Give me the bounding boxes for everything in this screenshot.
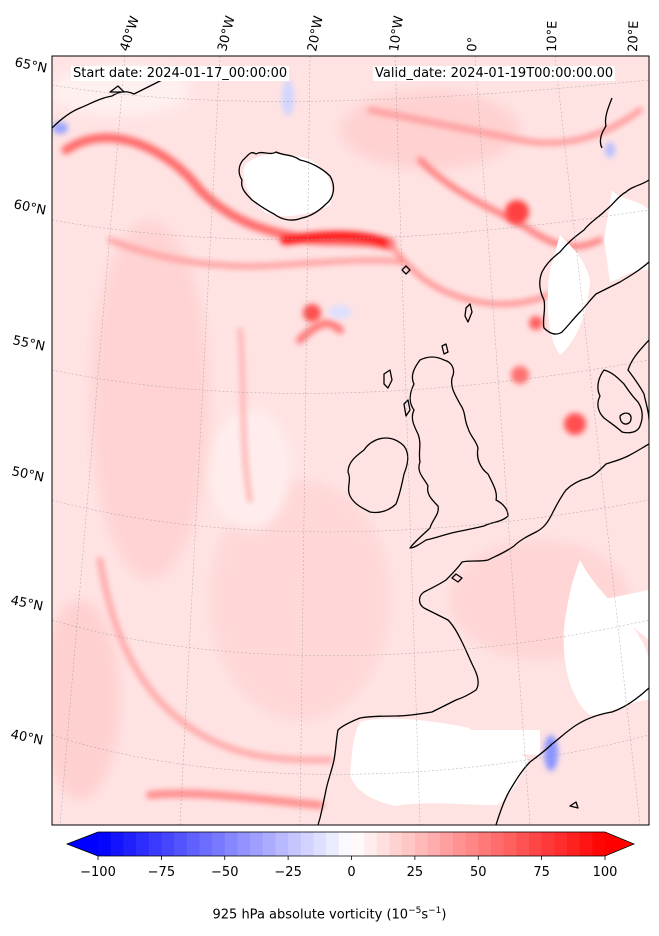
- lon-label: 0°: [465, 36, 481, 52]
- colorbar-cell: [427, 832, 441, 856]
- colorbar-ticks: −100 −75 −50 −25 0 25 50 75 100: [80, 856, 617, 880]
- colorbar-cell: [351, 832, 365, 856]
- colorbar-cell: [237, 832, 251, 856]
- map-frame: [51, 55, 650, 826]
- colorbar-cell: [326, 832, 340, 856]
- longitude-labels: 40°W 30°W 20°W 10°W 0° 10°E 20°E: [118, 14, 643, 53]
- colorbar-cell: [541, 832, 555, 856]
- colorbar-cell: [98, 832, 112, 856]
- colorbar-cell: [300, 832, 315, 856]
- colorbar-cell: [452, 832, 467, 856]
- lat-label: 50°N: [10, 464, 45, 485]
- lon-label: 10°E: [545, 21, 561, 53]
- colorbar-cell: [250, 832, 264, 856]
- colorbar-cell: [186, 832, 200, 856]
- lat-label: 60°N: [12, 197, 47, 218]
- colorbar-cell: [212, 832, 226, 856]
- colorbar-cell: [364, 832, 378, 856]
- colorbar-label: 925 hPa absolute vorticity (10−5s−1): [212, 906, 447, 923]
- graticule: [52, 56, 649, 825]
- colorbar-cell: [338, 832, 353, 856]
- colorbar-cell: [376, 832, 391, 856]
- colorbar-cell: [161, 832, 175, 856]
- colorbar-cell: [224, 832, 239, 856]
- lon-label: 20°W: [305, 15, 327, 53]
- lat-label: 65°N: [13, 55, 48, 76]
- colorbar-tick-label: −75: [148, 865, 175, 880]
- start-date-label: Start date: 2024-01-17_00:00:00: [71, 66, 290, 81]
- colorbar-cell: [566, 832, 581, 856]
- lat-label: 55°N: [11, 333, 46, 354]
- lon-label: 20°E: [626, 20, 642, 52]
- colorbar-cell: [389, 832, 403, 856]
- colorbar-cell: [554, 832, 568, 856]
- colorbar-arrow-min: [67, 832, 98, 856]
- colorbar-cell: [275, 832, 289, 856]
- colorbar-tick-label: −25: [274, 865, 301, 880]
- colorbar-tick-label: −100: [80, 865, 116, 880]
- colorbar-cell: [579, 832, 593, 856]
- colorbar-cell: [148, 832, 162, 856]
- colorbar-cell: [490, 832, 505, 856]
- colorbar-cell: [592, 832, 606, 856]
- colorbar-tick-label: 75: [533, 865, 550, 880]
- colorbar-tick-label: 25: [407, 865, 424, 880]
- colorbar-cell: [528, 832, 543, 856]
- colorbar-cell: [123, 832, 137, 856]
- colorbar: −100 −75 −50 −25 0 25 50 75 100: [65, 831, 636, 880]
- colorbar-cell: [440, 832, 454, 856]
- colorbar-cell: [199, 832, 213, 856]
- colorbar-cell: [136, 832, 150, 856]
- colorbar-cell: [110, 832, 124, 856]
- vorticity-field: [52, 56, 649, 825]
- colorbar-tick-label: 0: [347, 865, 355, 880]
- colorbar-tick-label: 100: [593, 865, 618, 880]
- colorbar-cell: [516, 832, 530, 856]
- valid-date-label: Valid_date: 2024-01-19T00:00:00.00: [373, 66, 616, 81]
- colorbar-tick-label: −50: [211, 865, 238, 880]
- lon-label: 30°W: [215, 14, 238, 53]
- coastlines: [52, 79, 649, 825]
- colorbar-cell: [174, 832, 188, 856]
- lon-label: 40°W: [118, 14, 143, 53]
- colorbar-cell: [478, 832, 492, 856]
- colorbar-tick-label: 50: [470, 865, 487, 880]
- lon-label: 10°W: [387, 15, 407, 53]
- colorbar-cell: [465, 832, 479, 856]
- latitude-labels: 65°N 60°N 55°N 50°N 45°N 40°N: [9, 55, 48, 748]
- colorbar-cell: [503, 832, 517, 856]
- colorbar-cell: [288, 832, 302, 856]
- colorbar-cells: [98, 832, 606, 856]
- colorbar-arrow-max: [605, 832, 634, 856]
- lat-label: 45°N: [9, 593, 44, 614]
- colorbar-cell: [414, 832, 429, 856]
- colorbar-cell: [402, 832, 416, 856]
- colorbar-cell: [313, 832, 327, 856]
- colorbar-cell: [262, 832, 277, 856]
- lat-label: 40°N: [9, 727, 44, 748]
